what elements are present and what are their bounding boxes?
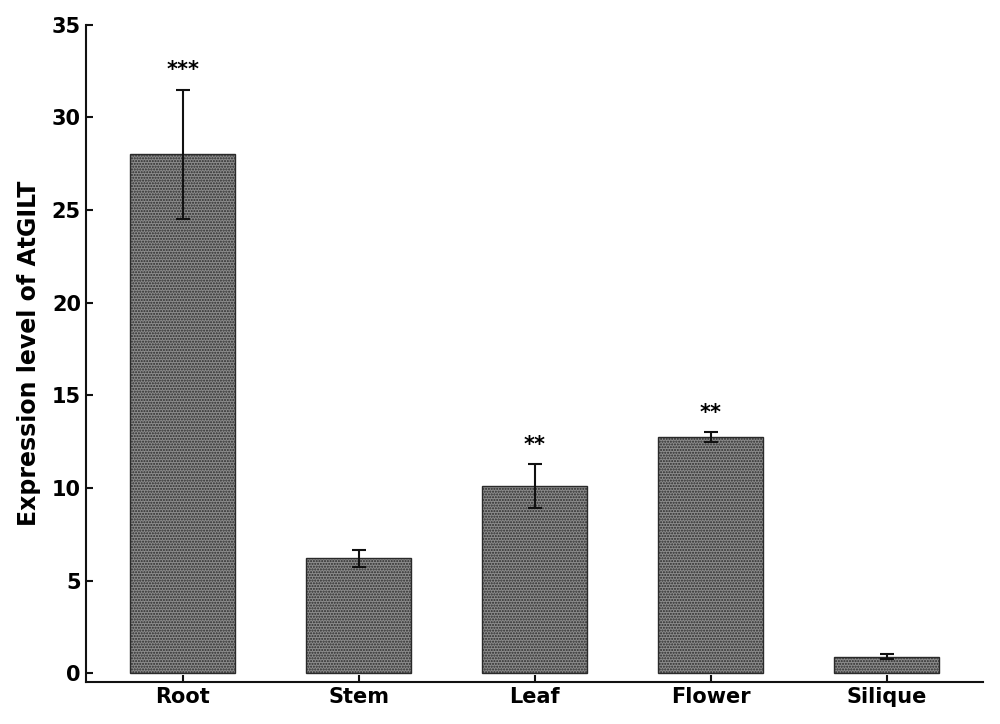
Text: **: ** <box>700 403 722 423</box>
Bar <box>834 657 939 673</box>
Bar <box>130 154 235 673</box>
Y-axis label: Expression level of AtGILT: Expression level of AtGILT <box>17 181 41 526</box>
Text: ***: *** <box>166 60 199 80</box>
Bar <box>306 558 411 673</box>
Text: **: ** <box>524 434 546 455</box>
Bar <box>482 486 587 673</box>
Bar <box>658 437 763 673</box>
